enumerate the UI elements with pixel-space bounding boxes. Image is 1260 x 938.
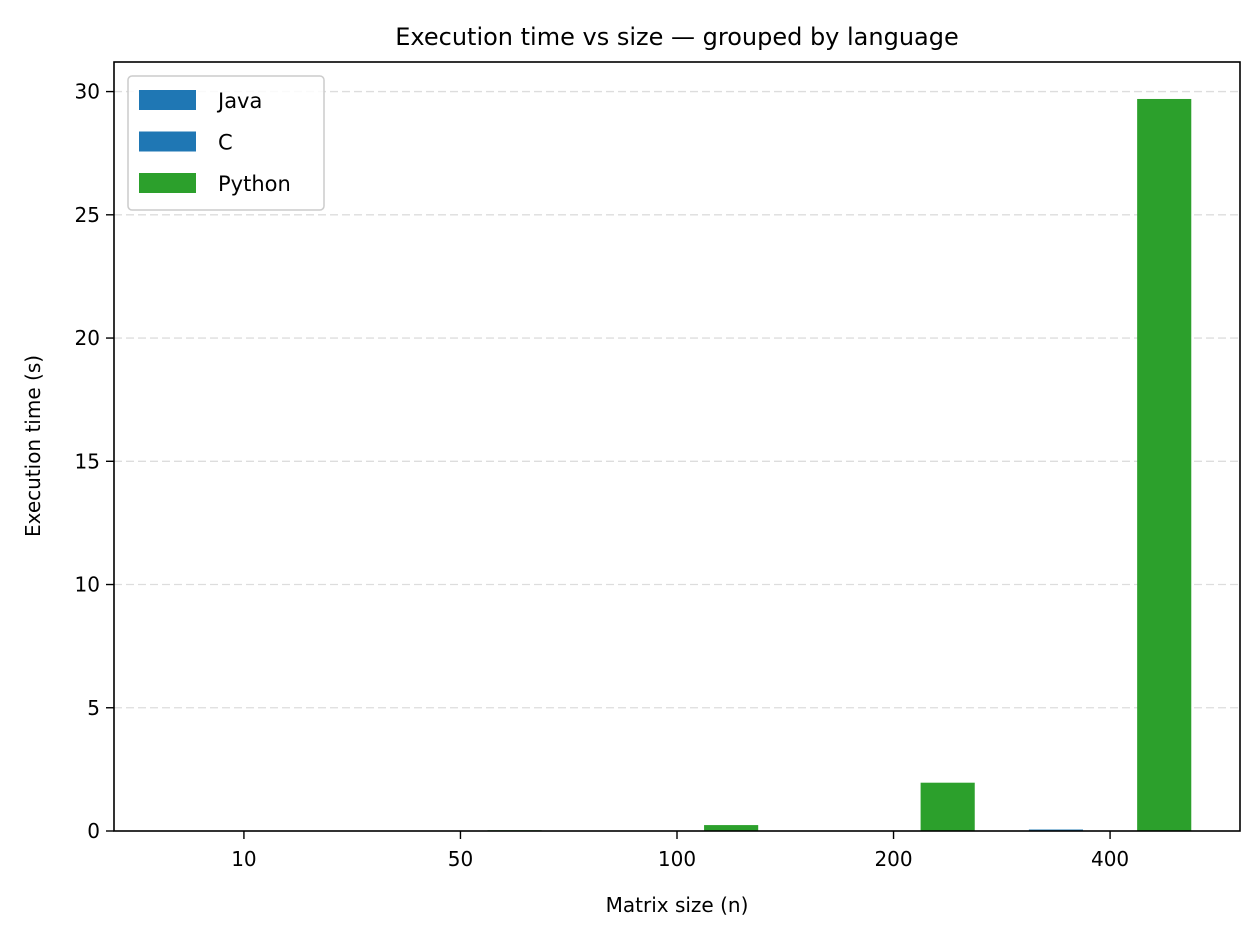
y-tick-label: 5 [87, 696, 100, 720]
chart-title: Execution time vs size — grouped by lang… [395, 23, 959, 51]
x-tick-label: 50 [448, 847, 473, 871]
x-tick-label: 200 [874, 847, 912, 871]
legend-swatch-java [139, 90, 196, 110]
y-tick-label: 30 [75, 80, 100, 104]
legend-label-python: Python [218, 172, 291, 196]
bar-python-200 [920, 782, 975, 831]
x-tick-label: 10 [231, 847, 256, 871]
legend-swatch-c [139, 131, 196, 152]
y-tick-label: 0 [87, 819, 100, 843]
legend-swatch-python [139, 173, 196, 193]
legend-label-java: Java [216, 89, 262, 113]
y-tick-label: 20 [75, 326, 100, 350]
y-tick-label: 25 [75, 203, 100, 227]
legend: Java C Python [127, 75, 325, 211]
bars [487, 98, 1192, 832]
x-axis-label: Matrix size (n) [606, 893, 749, 917]
y-axis: 0 5 10 15 20 25 30 [75, 80, 114, 843]
bar-python-100 [704, 825, 759, 831]
y-axis-label: Execution time (s) [21, 355, 45, 537]
x-tick-label: 400 [1091, 847, 1129, 871]
x-axis: 10 50 100 200 400 [231, 831, 1129, 871]
legend-items: Java C Python [139, 89, 291, 196]
y-tick-label: 15 [75, 449, 100, 473]
legend-label-c: C [218, 131, 233, 155]
y-tick-label: 10 [75, 573, 100, 597]
bar-python-400 [1137, 98, 1192, 832]
x-tick-label: 100 [658, 847, 696, 871]
